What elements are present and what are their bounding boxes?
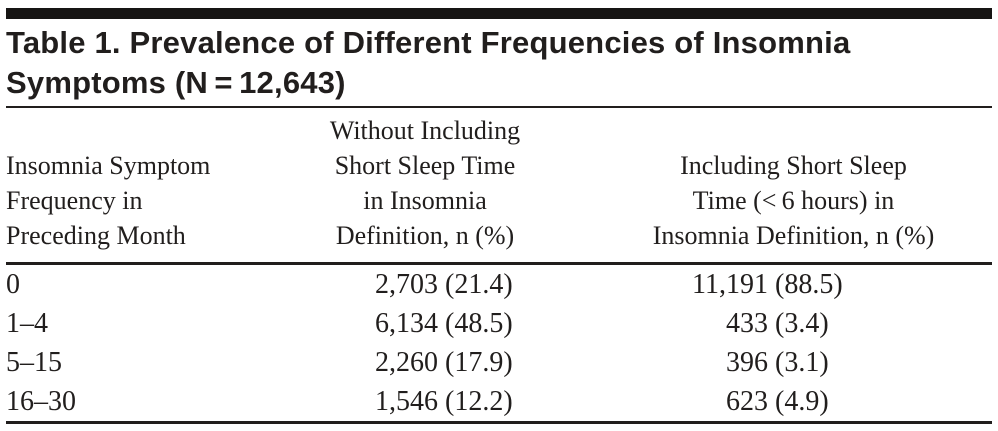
column-header-including-short-sleep: Including Short Sleep Time (< 6 hours) i… — [595, 148, 992, 253]
including-percent-value: (4.9) — [775, 386, 829, 417]
frequency-cell: 1–4 — [6, 308, 48, 339]
without-count-value: 6,134 — [375, 308, 438, 339]
table-title: Table 1. Prevalence of Different Frequen… — [6, 23, 992, 103]
including-percent-value: (3.1) — [775, 347, 829, 378]
without-percent-value: (12.2) — [445, 386, 513, 417]
without-count-value: 2,260 — [375, 347, 438, 378]
frequency-cell: 0 — [6, 269, 20, 300]
header-line: Insomnia Definition, n (%) — [652, 221, 935, 250]
table-header-row: Insomnia Symptom Frequency in Preceding … — [6, 108, 992, 262]
including-count-value: 623 — [726, 386, 768, 417]
table-row: 16–30 1,546 (12.2) 623 (4.9) — [6, 382, 992, 421]
including-count-value: 396 — [726, 347, 768, 378]
without-count-value: 2,703 — [375, 269, 438, 300]
header-line: Time (< 6 hours) in — [692, 186, 895, 215]
bottom-rule — [6, 421, 992, 424]
header-line: Preceding Month — [6, 221, 186, 250]
without-count-value: 1,546 — [375, 386, 438, 417]
frequency-cell: 5–15 — [6, 347, 62, 378]
without-percent-value: (48.5) — [445, 308, 513, 339]
header-line: Short Sleep Time — [334, 151, 516, 180]
frequency-cell: 16–30 — [6, 386, 76, 417]
table-row: 0 2,703 (21.4) 11,191 (88.5) — [6, 265, 992, 304]
header-line: in Insomnia — [363, 186, 487, 215]
table-title-line-2: Symptoms (N = 12,643) — [6, 65, 346, 100]
without-percent-value: (21.4) — [445, 269, 513, 300]
header-line: Definition, n (%) — [335, 221, 515, 250]
including-percent-value: (3.4) — [775, 308, 829, 339]
header-line: Frequency in — [6, 186, 143, 215]
header-line: Including Short Sleep — [680, 151, 907, 180]
including-count-value: 433 — [726, 308, 768, 339]
table-body: 0 2,703 (21.4) 11,191 (88.5) 1–4 6,134 (… — [6, 265, 992, 421]
header-divider-rule — [6, 262, 992, 265]
including-percent-value: (88.5) — [775, 269, 843, 300]
header-line: Insomnia Symptom — [6, 151, 211, 180]
table-row: 5–15 2,260 (17.9) 396 (3.1) — [6, 343, 992, 382]
column-header-frequency: Insomnia Symptom Frequency in Preceding … — [6, 148, 306, 253]
without-percent-value: (17.9) — [445, 347, 513, 378]
header-line: Without Including — [329, 116, 521, 145]
including-count-value: 11,191 — [692, 269, 768, 300]
table-title-line-1: Table 1. Prevalence of Different Frequen… — [6, 25, 851, 60]
title-divider-rule — [6, 106, 992, 108]
column-header-without-short-sleep: Without Including Short Sleep Time in In… — [306, 113, 544, 253]
table-row: 1–4 6,134 (48.5) 433 (3.4) — [6, 304, 992, 343]
top-bar-rule — [6, 8, 992, 19]
